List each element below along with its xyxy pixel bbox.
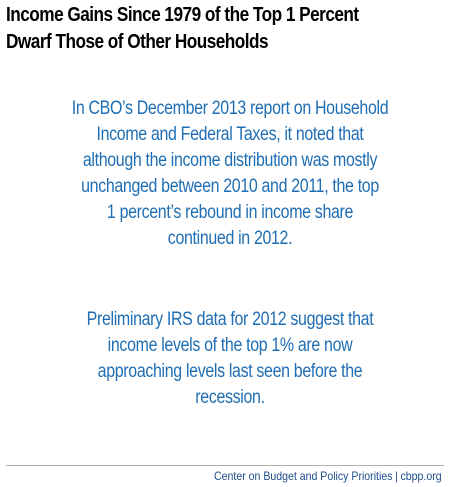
paragraph-line: Income and Federal Taxes, it noted that [96, 124, 364, 145]
paragraph-line: although the income distribution was mos… [82, 150, 378, 171]
paragraph-line: unchanged between 2010 and 2011, the top [81, 176, 379, 197]
footer-website-link[interactable]: cbpp.org [400, 469, 442, 483]
paragraph-irs-data: Preliminary IRS data for 2012 suggest th… [20, 307, 440, 411]
title-line-1: Income Gains Since 1979 of the Top 1 Per… [6, 4, 359, 26]
paragraph-line: In CBO’s December 2013 report on Househo… [71, 98, 389, 119]
footer-separator: | [395, 469, 399, 483]
paragraph-line: recession. [195, 387, 265, 408]
source-footer: Center on Budget and Policy Priorities | c… [214, 469, 442, 483]
footer-organization: Center on Budget and Policy Priorities [214, 469, 393, 483]
paragraph-line: Preliminary IRS data for 2012 suggest th… [86, 309, 374, 330]
footer-divider [6, 465, 444, 466]
paragraph-line: 1 percent’s rebound in income share [106, 202, 354, 223]
page-title: Income Gains Since 1979 of the Top 1 Per… [6, 2, 384, 56]
paragraph-line: income levels of the top 1% are now [107, 335, 353, 356]
paragraph-cbo-report: In CBO’s December 2013 report on Househo… [20, 96, 440, 252]
paragraph-line: continued in 2012. [167, 228, 293, 249]
paragraph-line: approaching levels last seen before the [97, 361, 363, 382]
title-line-2: Dwarf Those of Other Households [6, 31, 269, 53]
